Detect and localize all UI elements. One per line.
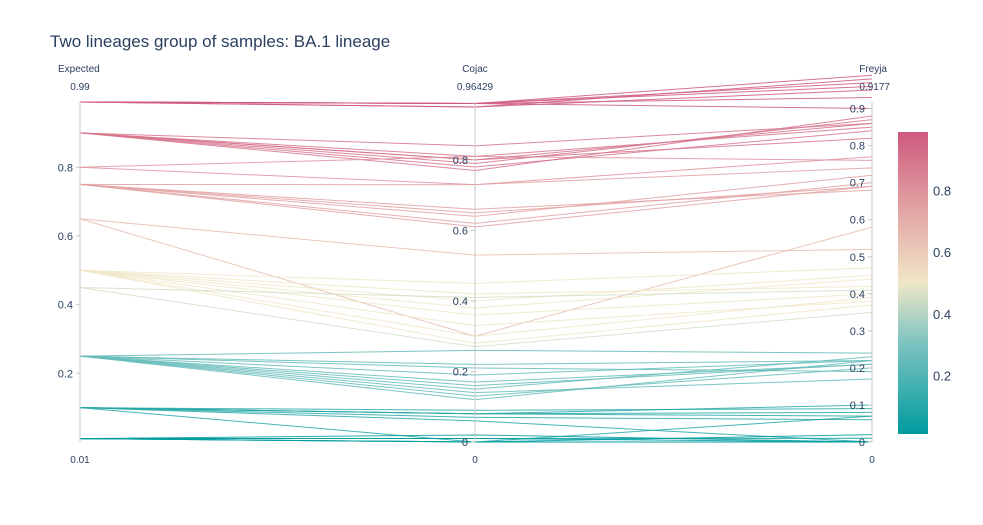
- axis-tick-label: 0.9: [850, 104, 865, 116]
- axis-tick-label: 0.5: [850, 252, 865, 264]
- data-line: [79, 349, 873, 357]
- colorbar-tick-label: 0.6: [933, 245, 951, 260]
- colorbar-gradient: [898, 132, 928, 434]
- axis-tick-label: 0.8: [58, 162, 73, 174]
- axis-range-bottom-label: 0: [472, 455, 478, 466]
- axis-tick-label: 0.6: [58, 231, 73, 243]
- axis-title-cojac[interactable]: Cojac: [462, 64, 488, 75]
- axis-tick-label: 0.2: [453, 366, 468, 378]
- colorbar-tick-label: 0.2: [933, 368, 951, 383]
- data-line: [79, 96, 873, 105]
- colorbar-tick-label: 0.4: [933, 307, 951, 322]
- colorbar-tick-label: 0.8: [933, 184, 951, 199]
- axis-tick-label: 0.6: [850, 215, 865, 227]
- data-line: [79, 355, 873, 401]
- data-line: [79, 269, 873, 309]
- axis-title-expected[interactable]: Expected: [58, 64, 100, 75]
- axis-title-freyja[interactable]: Freyja: [859, 64, 887, 75]
- axis-tick-label: 0.8: [453, 155, 468, 167]
- axis-range-top-label: 0.96429: [457, 82, 494, 93]
- axis-tick-label: 0.2: [58, 368, 73, 380]
- data-line: [79, 269, 873, 327]
- axis-tick-label: 0.4: [58, 300, 73, 312]
- axis-range-bottom-label: 0.01: [70, 455, 90, 466]
- colorbar: 0.2 0.4 0.6 0.8: [898, 132, 951, 434]
- axis-tick-label: 0.4: [850, 289, 865, 301]
- data-line: [79, 267, 873, 284]
- axis-tick-label: 0.4: [453, 296, 468, 308]
- data-line: [79, 182, 873, 224]
- data-line: [79, 269, 873, 302]
- axis-tick-label: 0.2: [850, 363, 865, 375]
- data-line: [79, 286, 873, 348]
- axis-tick-label: 0: [462, 437, 468, 449]
- axis-tick-label: 0.8: [850, 141, 865, 153]
- axes-layer: 0.2 0.4 0.6 0.8 Expected 0.99 0.01 0 0.2 0.4 0.6 0.…: [58, 64, 891, 466]
- data-line: [79, 155, 873, 168]
- axis-tick-label: 0.1: [850, 400, 865, 412]
- data-line: [79, 183, 873, 228]
- axis-range-bottom-label: 0: [869, 455, 875, 466]
- data-line: [79, 355, 873, 365]
- axis-tick-label: 0.6: [453, 225, 468, 237]
- lines-layer: [79, 74, 873, 443]
- axis-range-top-label: 0.9177: [859, 82, 890, 93]
- axis-tick-label: 0.7: [850, 178, 865, 190]
- data-line: [79, 269, 873, 337]
- chart-title: Two lineages group of samples: BA.1 line…: [50, 32, 391, 51]
- data-line: [79, 218, 873, 256]
- axis-range-top-label: 0.99: [70, 82, 90, 93]
- axis-tick-label: 0: [859, 437, 865, 449]
- axis-tick-label: 0.3: [850, 326, 865, 338]
